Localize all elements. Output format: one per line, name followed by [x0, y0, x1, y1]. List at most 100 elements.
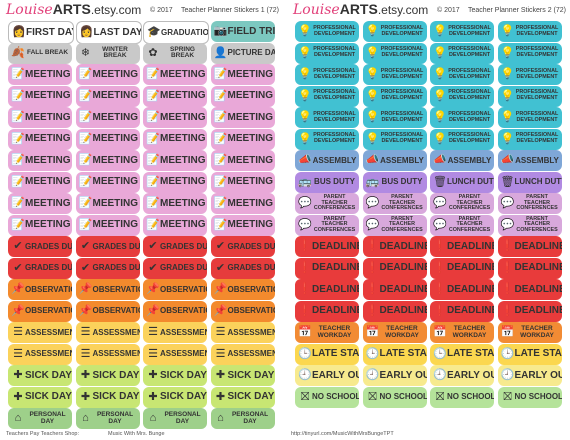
- lightbulb-icon: 💡: [298, 25, 312, 37]
- notepad-icon: 📝: [146, 68, 160, 80]
- clock-icon: 🕘: [365, 369, 380, 381]
- sticker-deadline: ❗ DEADLINE: [362, 257, 427, 279]
- sticker-label: EARLY OUT: [514, 369, 562, 381]
- speech-bubbles-icon: 💬: [433, 197, 447, 209]
- sticker-label: ASSEMBLY: [447, 155, 492, 165]
- sticker-row: ⛝ NO SCHOOL ⛝ NO SCHOOL ⛝ NO SCHOOL ⛝ NO SCHOOL: [295, 386, 565, 409]
- sticker-meeting: 📝 MEETING: [75, 64, 140, 85]
- checklist-icon: ☰: [80, 347, 91, 360]
- sticker-meeting: 📝 MEETING: [210, 64, 275, 85]
- sticker-label: MEETING: [25, 176, 71, 187]
- sticker-meeting: 📝 MEETING: [8, 171, 72, 193]
- sticker-professional-development: 💡 PROFESSIONAL DEVELOPMENT: [497, 85, 562, 107]
- shop-logo: LouiseARTS.etsy.com: [293, 1, 429, 18]
- notepad-icon: 📝: [11, 154, 25, 166]
- sticker-professional-development: 💡 PROFESSIONAL DEVELOPMENT: [295, 107, 359, 128]
- sticker-assessment: ☰ASSESSMENT: [210, 322, 275, 343]
- sticker-label: TEACHER WORKDAY: [317, 325, 352, 339]
- lightbulb-icon: 💡: [433, 89, 447, 102]
- sticker-row: 🕒LATE START🕒LATE START🕒LATE START🕒LATE S…: [295, 343, 565, 366]
- notepad-icon: 📝: [11, 197, 25, 209]
- house-icon: ⌂: [217, 412, 224, 424]
- sticker-grades-due: ✔GRADES DUE: [8, 236, 72, 257]
- sticker-label: SICK DAY: [92, 369, 140, 381]
- sticker-label: DEADLINE: [312, 262, 359, 273]
- sticker-sick-day: ✚ SICK DAY: [75, 386, 140, 408]
- clock-icon: 🕒: [433, 347, 447, 360]
- sticker-professional-development: 💡 PROFESSIONAL DEVELOPMENT: [430, 42, 494, 64]
- leaf-icon: 🍂: [11, 46, 25, 59]
- sticker-no-school: ⛝ NO SCHOOL: [295, 386, 359, 408]
- sticker-row: ☰ASSESSMENT☰ASSESSMENT☰ASSESSMENT☰ASSESS…: [8, 322, 278, 344]
- sticker-label: OBSERVATION: [92, 284, 140, 294]
- sticker-label: MEETING: [227, 133, 274, 144]
- notepad-icon: 📝: [78, 197, 93, 209]
- sticker-label: DEADLINE: [514, 262, 562, 273]
- flower-icon: ✿: [148, 46, 158, 59]
- checkmark-icon: ✔: [80, 240, 91, 252]
- sticker-observation: 📌OBSERVATION: [143, 279, 207, 300]
- sticker-label: MEETING: [92, 68, 139, 80]
- clock-icon: 🕘: [298, 369, 312, 381]
- sticker-early-out: 🕘EARLY OUT: [430, 365, 494, 386]
- medical-bag-icon: ✚: [80, 369, 91, 381]
- sticker-label: GRADES DUE: [25, 241, 72, 251]
- sticker-deadline: ❗ DEADLINE: [430, 300, 494, 322]
- megaphone-icon: 📣: [433, 154, 447, 166]
- sticker-fall-break: 🍂 FALL BREAK: [8, 42, 72, 64]
- sticker-label: LUNCH DUTY: [447, 177, 494, 186]
- sticker-field-trip: 📷FIELD TRIP: [210, 21, 275, 42]
- sticker-row: 💡 PROFESSIONAL DEVELOPMENT 💡 PROFESSIONAL D…: [295, 128, 565, 151]
- sticker-assessment: ☰ASSESSMENT: [143, 322, 207, 343]
- sticker-row: ✔GRADES DUE✔GRADES DUE✔GRADES DUE✔GRADES…: [8, 257, 278, 280]
- sticker-deadline: ❗ DEADLINE: [295, 257, 359, 279]
- sticker-sick-day: ✚ SICK DAY: [210, 386, 275, 408]
- exclamation-icon: ❗: [365, 304, 380, 317]
- sticker-assembly: 📣 ASSEMBLY: [362, 150, 427, 171]
- sticker-label: PROFESSIONAL DEVELOPMENT: [515, 24, 559, 37]
- sticker-label: MEETING: [227, 90, 274, 101]
- sticker-row: 💡 PROFESSIONAL DEVELOPMENT 💡 PROFESSIONAL D…: [295, 64, 565, 86]
- sticker-meeting: 📝 MEETING: [143, 171, 207, 193]
- sticker-label: PARENT TEACHER CONFERENCES: [516, 194, 558, 212]
- sticker-professional-development: 💡 PROFESSIONAL DEVELOPMENT: [430, 107, 494, 128]
- sticker-meeting: 📝 MEETING: [8, 128, 72, 150]
- sticker-teacher-workday: 📅 TEACHER WORKDAY: [362, 322, 427, 343]
- sticker-professional-development: 💡 PROFESSIONAL DEVELOPMENT: [497, 107, 562, 128]
- sticker-lunch-duty: 🗑 LUNCH DUTY: [430, 171, 494, 193]
- notepad-icon: 📝: [213, 197, 228, 209]
- sticker-professional-development: 💡 PROFESSIONAL DEVELOPMENT: [295, 85, 359, 107]
- sticker-row: 📣 ASSEMBLY 📣 ASSEMBLY 📣 ASSEMBLY 📣 ASSEMBLY: [295, 150, 565, 172]
- sticker-label: PICTURE DAY: [227, 48, 275, 57]
- sticker-label: PERSONAL DAY: [29, 411, 66, 425]
- exclamation-icon: ❗: [298, 283, 312, 295]
- sticker-label: SICK DAY: [227, 369, 275, 381]
- lightbulb-icon: 💡: [500, 46, 515, 59]
- notepad-icon: 📝: [11, 68, 25, 80]
- sticker-label: PROFESSIONAL DEVELOPMENT: [515, 89, 559, 101]
- sticker-label: MEETING: [160, 111, 206, 123]
- sticker-label: ASSESSMENT: [227, 327, 275, 337]
- sticker-label: ASSEMBLY: [312, 155, 357, 165]
- exclamation-icon: ❗: [365, 283, 380, 295]
- lightbulb-icon: 💡: [365, 132, 380, 145]
- lightbulb-icon: 💡: [298, 89, 312, 102]
- checkmark-icon: ✔: [13, 240, 23, 252]
- sticker-personal-day: ⌂ PERSONAL DAY: [210, 408, 275, 429]
- sticker-picture-day: 👤PICTURE DAY: [210, 42, 275, 64]
- sticker-label: BUS DUTY: [314, 177, 355, 186]
- sticker-label: ASSEMBLY: [515, 155, 559, 165]
- sticker-meeting: 📝 MEETING: [75, 214, 140, 236]
- sticker-row: 💬 PARENT TEACHER CONFERENCES 💬 PARENT TEACH…: [295, 193, 565, 215]
- sheet-header: LouiseARTS.etsy.com © 2017 Teacher Plann…: [291, 0, 568, 20]
- sticker-row: ✚ SICK DAY ✚ SICK DAY ✚ SICK DAY ✚ SICK DAY: [8, 386, 278, 409]
- sticker-meeting: 📝 MEETING: [210, 85, 275, 107]
- sticker-professional-development: 💡 PROFESSIONAL DEVELOPMENT: [362, 64, 427, 85]
- sticker-label: PROFESSIONAL DEVELOPMENT: [448, 110, 491, 123]
- sticker-label: MEETING: [92, 154, 139, 166]
- sticker-label: MEETING: [227, 111, 274, 123]
- medical-bag-icon: ✚: [215, 390, 226, 403]
- notepad-icon: 📝: [78, 132, 93, 145]
- pushpin-icon: 📌: [146, 283, 160, 295]
- sticker-label: PERSONAL DAY: [96, 411, 134, 425]
